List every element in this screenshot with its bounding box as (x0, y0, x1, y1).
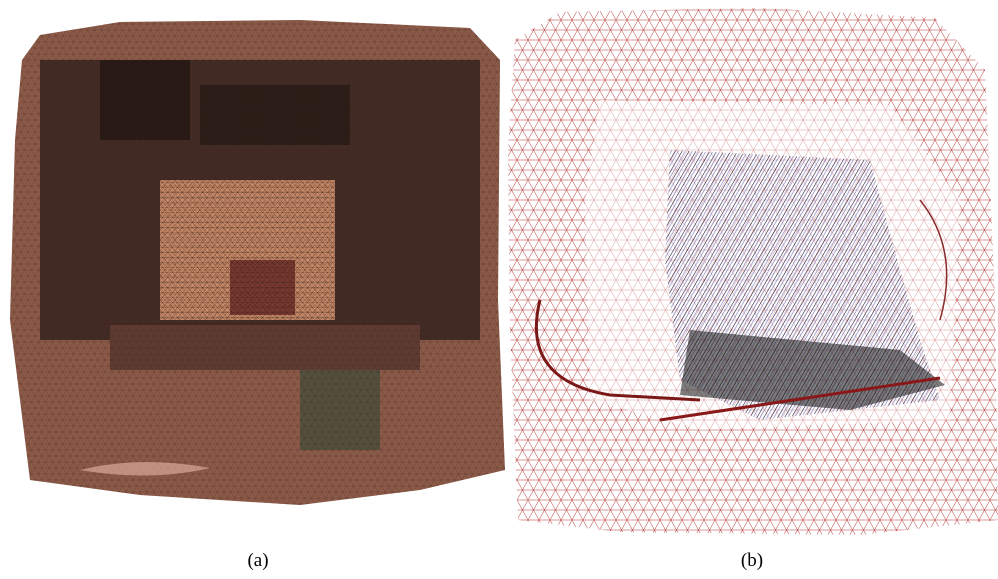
figure-images (0, 0, 998, 545)
panel-a-image (10, 20, 505, 505)
panel-label: (a) (228, 550, 288, 572)
panel-label: (b) (722, 550, 782, 572)
panel-b-image (508, 8, 998, 535)
figure: (a) (b) (0, 0, 998, 579)
